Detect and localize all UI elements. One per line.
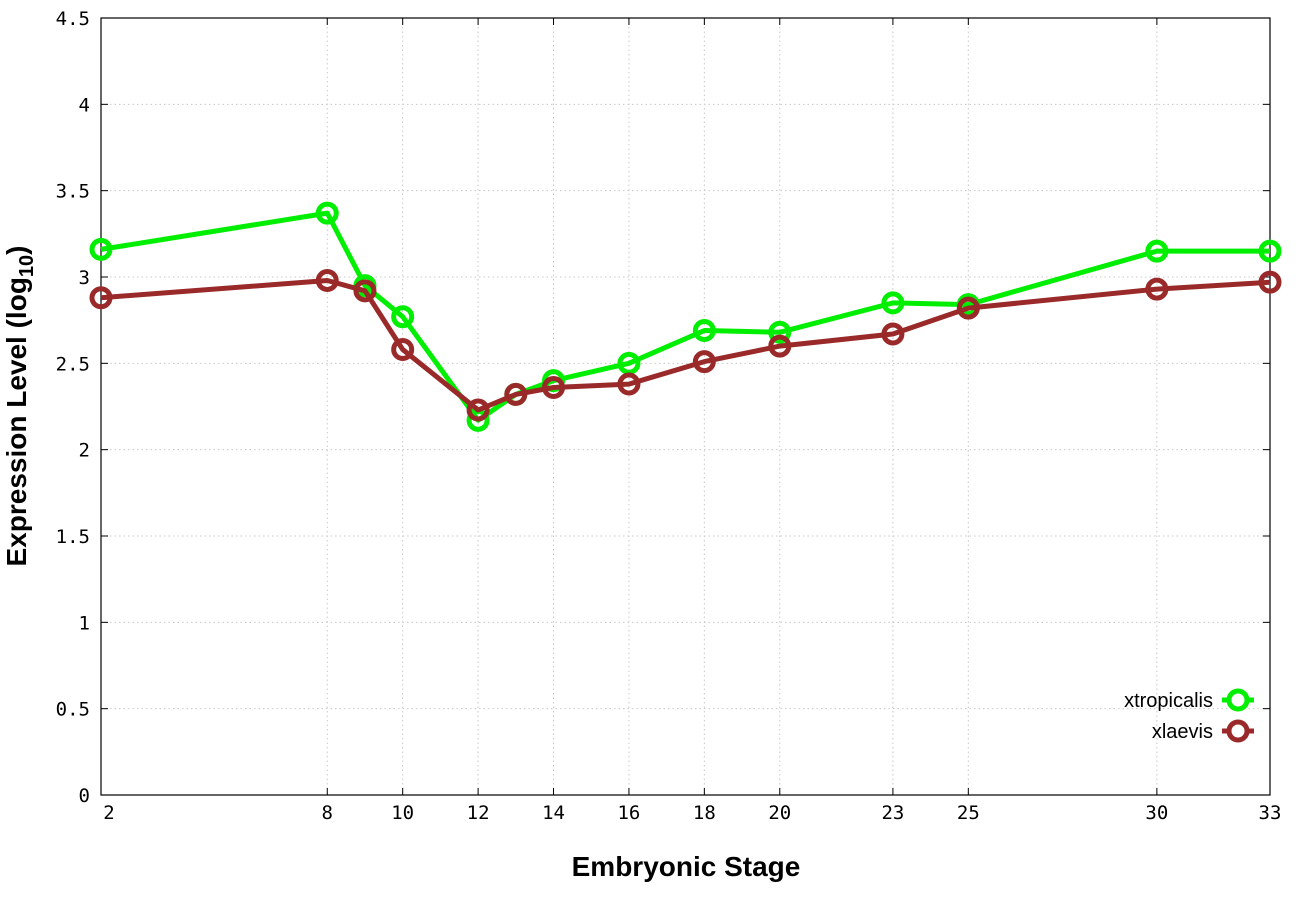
y-axis-title-subscript: 10 — [16, 255, 38, 277]
x-tick-label: 12 — [467, 802, 490, 824]
x-tick-label: 33 — [1259, 802, 1282, 824]
data-point-xlaevis — [542, 376, 566, 400]
x-tick-label: 20 — [768, 802, 791, 824]
y-tick-label: 4.5 — [56, 8, 90, 30]
series-line-xtropicalis — [100, 210, 1270, 423]
axis-ticks: 2 8 10 12 14 16 18 20 23 25 30 33 0 0.5 1 1.5 2 2.5 3 3.5 4 4… — [56, 8, 1282, 824]
data-point-xtropicalis — [1145, 239, 1169, 263]
x-tick-label: 10 — [391, 802, 414, 824]
data-point-xlaevis — [768, 334, 792, 358]
data-point-xlaevis — [1145, 277, 1169, 301]
series-group — [89, 201, 1282, 432]
legend-label-xtropicalis: xtropicalis — [1124, 690, 1213, 712]
data-point-xtropicalis — [89, 237, 113, 261]
data-point-xlaevis — [391, 338, 415, 362]
data-point-xlaevis — [315, 268, 339, 292]
legend-label-xlaevis: xlaevis — [1152, 721, 1213, 743]
y-tick-label: 2.5 — [56, 353, 90, 375]
data-point-xlaevis — [1258, 270, 1282, 294]
y-tick-label: 3 — [79, 267, 90, 289]
data-point-xlaevis — [692, 350, 716, 374]
x-tick-label: 25 — [957, 802, 980, 824]
series-xtropicalis — [89, 201, 1282, 432]
x-tick-label: 2 — [103, 802, 114, 824]
y-tick-label: 3.5 — [56, 181, 90, 203]
data-point-xlaevis — [881, 322, 905, 346]
y-tick-label: 0 — [79, 785, 90, 807]
y-axis-title-main: Expression Level (log — [1, 277, 32, 566]
y-tick-label: 4 — [79, 94, 90, 116]
data-point-xlaevis — [89, 286, 113, 310]
data-point-xtropicalis — [768, 320, 792, 344]
legend-swatch-marker-xtropicalis — [1226, 688, 1250, 712]
data-point-xlaevis — [956, 296, 980, 320]
y-axis-title-close: ) — [1, 246, 32, 255]
legend: xtropicalis xlaevis — [1124, 688, 1254, 743]
series-line-xlaevis — [100, 278, 1271, 413]
grid — [101, 18, 1270, 795]
data-point-xtropicalis — [315, 201, 339, 225]
x-tick-label: 30 — [1145, 802, 1168, 824]
x-tick-label: 18 — [693, 802, 716, 824]
data-point-xlaevis — [353, 279, 377, 303]
data-point-xlaevis — [504, 382, 528, 406]
data-point-xtropicalis — [692, 319, 716, 343]
x-axis-title: Embryonic Stage — [572, 851, 801, 882]
x-tick-label: 23 — [881, 802, 904, 824]
y-axis-title: Expression Level (log10) — [1, 246, 38, 567]
data-point-xtropicalis — [391, 305, 415, 329]
y-tick-label: 2 — [79, 440, 90, 462]
y-tick-label: 1.5 — [56, 526, 90, 548]
y-tick-label: 0.5 — [56, 699, 90, 721]
x-tick-label: 8 — [322, 802, 333, 824]
data-point-xtropicalis — [881, 291, 905, 315]
plot-frame — [100, 17, 1271, 796]
data-point-xlaevis — [617, 372, 641, 396]
series-xlaevis — [89, 268, 1282, 422]
data-point-xlaevis — [466, 398, 490, 422]
y-tick-label: 1 — [79, 612, 90, 634]
data-point-xtropicalis — [1258, 239, 1282, 263]
x-tick-label: 16 — [617, 802, 640, 824]
legend-swatch-marker-xlaevis — [1226, 719, 1250, 743]
data-point-xtropicalis — [617, 351, 641, 375]
x-tick-label: 14 — [542, 802, 565, 824]
